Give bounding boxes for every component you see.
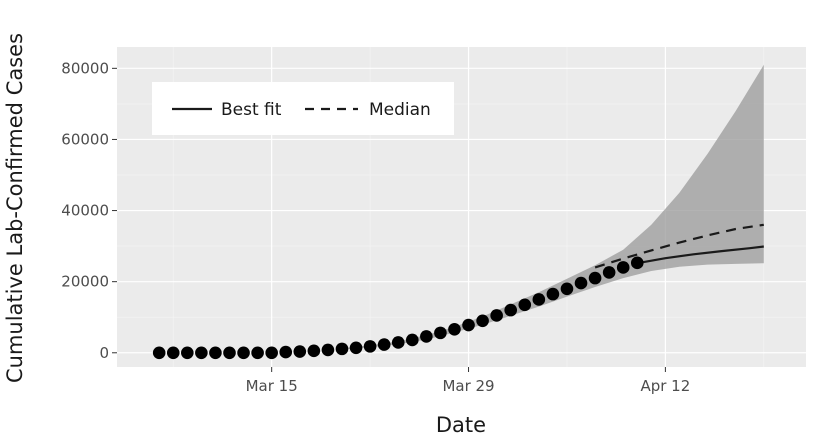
legend-label-best-fit: Best fit (221, 100, 282, 120)
observed-point (152, 346, 166, 360)
x-axis: Mar 15 Mar 29 Apr 12 (246, 367, 690, 395)
y-tick-label: 40000 (61, 202, 109, 220)
x-axis-title: Date (436, 413, 486, 437)
observed-point (391, 336, 405, 349)
legend: Best fit Median (152, 82, 454, 135)
observed-point (223, 346, 236, 360)
observed-point (434, 326, 447, 340)
observed-point (546, 287, 560, 301)
observed-point (209, 346, 222, 360)
observed-point (265, 346, 278, 360)
observed-point (532, 293, 546, 306)
observed-points-layer (152, 256, 644, 360)
observed-point (490, 309, 503, 322)
observed-point (307, 344, 321, 358)
observed-point (195, 346, 208, 360)
observed-point (251, 346, 264, 360)
observed-point (504, 303, 518, 317)
observed-point (476, 314, 489, 328)
median-line (594, 223, 764, 269)
series-lines-layer (594, 223, 764, 269)
observed-point (321, 343, 335, 357)
observed-point (335, 342, 349, 356)
observed-point (588, 271, 602, 285)
y-tick-label: 0 (99, 344, 109, 362)
observed-point (560, 282, 574, 296)
observed-point (181, 346, 194, 360)
observed-point (518, 298, 532, 312)
y-axis: 0 20000 40000 60000 80000 (61, 59, 117, 362)
observed-point (574, 276, 588, 290)
x-tick-label: Apr 12 (640, 377, 690, 395)
observed-point (462, 318, 475, 332)
x-tick-label: Mar 29 (442, 377, 494, 395)
observed-point (293, 345, 307, 358)
observed-point (237, 346, 250, 360)
y-axis-title: Cumulative Lab-Confirmed Cases (3, 33, 27, 383)
observed-point (616, 261, 630, 274)
observed-point (377, 338, 391, 351)
y-tick-label: 60000 (61, 130, 109, 148)
observed-point (349, 341, 363, 355)
observed-point (602, 266, 616, 279)
observed-point (420, 330, 433, 343)
best-fit-line (637, 245, 764, 265)
observed-point (630, 256, 644, 270)
x-tick-label: Mar 15 (246, 377, 298, 395)
observed-point (166, 346, 180, 360)
legend-label-median: Median (369, 100, 431, 120)
y-tick-label: 20000 (61, 273, 109, 291)
observed-point (405, 333, 419, 347)
observed-point (279, 345, 293, 359)
y-tick-label: 80000 (61, 59, 109, 77)
observed-point (363, 340, 377, 353)
observed-point (448, 323, 461, 336)
